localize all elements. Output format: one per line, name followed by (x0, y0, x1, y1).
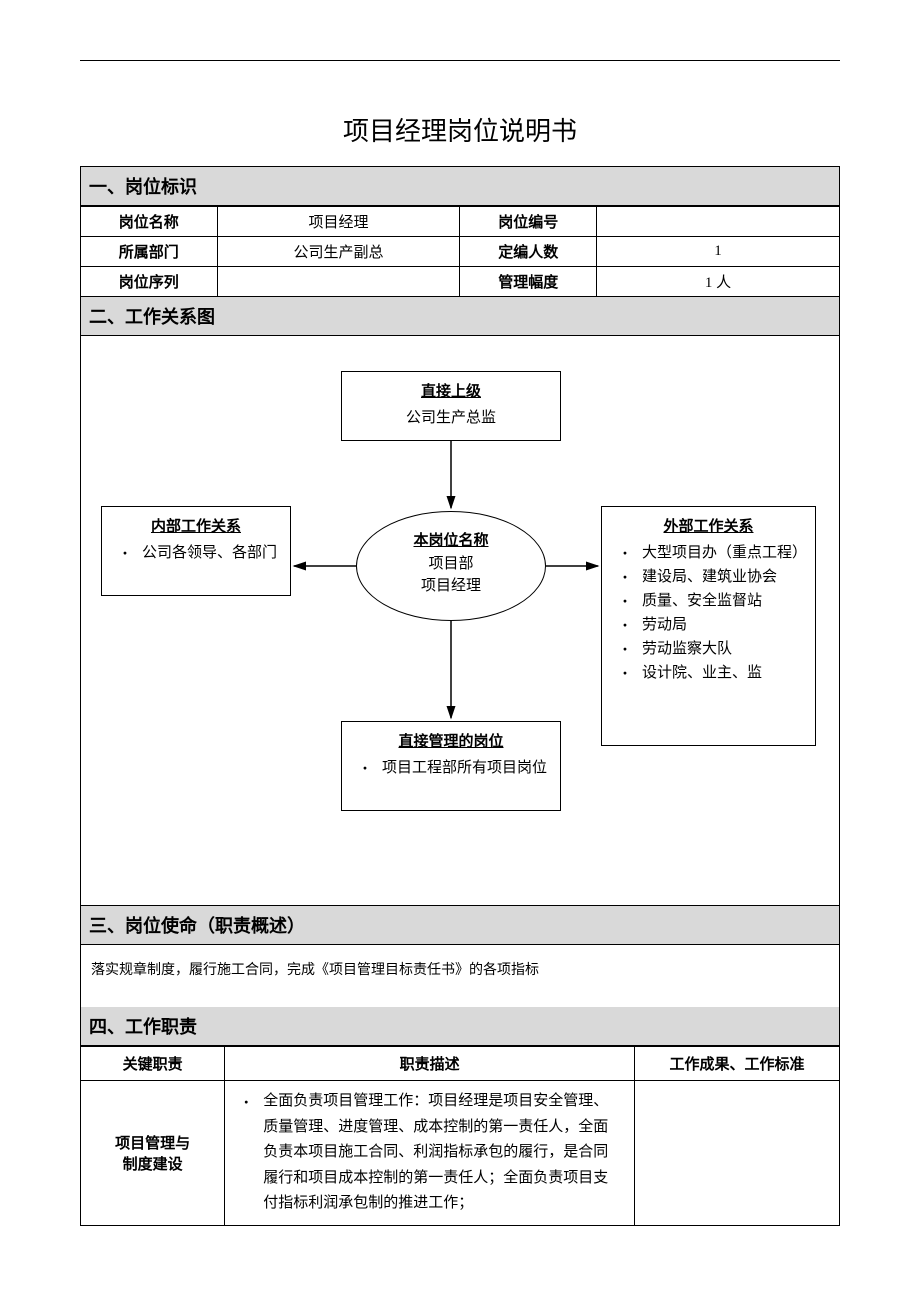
box-title: 直接管理的岗位 (354, 730, 548, 754)
section4-header: 四、工作职责 (80, 1007, 840, 1046)
col-key-duty: 关键职责 (81, 1047, 225, 1081)
duty-table: 关键职责 职责描述 工作成果、工作标准 项目管理与 制度建设 全面负责项目管理工… (80, 1046, 840, 1226)
section3-header: 三、岗位使命（职责概述） (80, 906, 840, 945)
mission-text: 落实规章制度，履行施工合同，完成《项目管理目标责任书》的各项指标 (80, 945, 840, 1007)
box-title: 直接上级 (354, 380, 548, 404)
box-title: 外部工作关系 (614, 515, 803, 539)
label-headcount: 定编人数 (460, 237, 597, 267)
label-span: 管理幅度 (460, 267, 597, 297)
list-item: 设计院、业主、监 (618, 661, 803, 685)
top-rule (80, 60, 840, 61)
label-department: 所属部门 (81, 237, 218, 267)
table-row: 岗位名称 项目经理 岗位编号 (81, 207, 840, 237)
box-current-position: 本岗位名称 项目部 项目经理 (356, 511, 546, 621)
label-position-name: 岗位名称 (81, 207, 218, 237)
list-item: 质量、安全监督站 (618, 589, 803, 613)
section2-header: 二、工作关系图 (80, 297, 840, 336)
box-external-relations: 外部工作关系 大型项目办（重点工程）建设局、建筑业协会质量、安全监督站劳动局劳动… (601, 506, 816, 746)
list-item: 公司各领导、各部门 (118, 541, 278, 565)
internal-list: 公司各领导、各部门 (114, 541, 278, 565)
duty-key-line2: 制度建设 (89, 1153, 216, 1174)
ellipse-title: 本岗位名称 (357, 530, 545, 553)
col-result: 工作成果、工作标准 (635, 1047, 840, 1081)
table-row: 岗位序列 管理幅度 1 人 (81, 267, 840, 297)
list-item: 劳动监察大队 (618, 637, 803, 661)
list-item: 项目工程部所有项目岗位 (358, 756, 548, 780)
box-internal-relations: 内部工作关系 公司各领导、各部门 (101, 506, 291, 596)
duty-desc-item: 全面负责项目管理工作：项目经理是项目安全管理、质量管理、进度管理、成本控制的第一… (235, 1089, 620, 1217)
box-direct-reports: 直接管理的岗位 项目工程部所有项目岗位 (341, 721, 561, 811)
list-item: 劳动局 (618, 613, 803, 637)
reports-list: 项目工程部所有项目岗位 (354, 756, 548, 780)
ellipse-line1: 项目部 (357, 553, 545, 576)
value-sequence (217, 267, 460, 297)
duty-key-cell: 项目管理与 制度建设 (81, 1081, 225, 1226)
duty-result-cell (635, 1081, 840, 1226)
table-row: 项目管理与 制度建设 全面负责项目管理工作：项目经理是项目安全管理、质量管理、进… (81, 1081, 840, 1226)
value-span: 1 人 (597, 267, 840, 297)
value-headcount: 1 (597, 237, 840, 267)
list-item: 大型项目办（重点工程） (618, 541, 803, 565)
col-description: 职责描述 (225, 1047, 635, 1081)
ellipse-line2: 项目经理 (357, 575, 545, 598)
value-position-name: 项目经理 (217, 207, 460, 237)
list-item: 建设局、建筑业协会 (618, 565, 803, 589)
external-list: 大型项目办（重点工程）建设局、建筑业协会质量、安全监督站劳动局劳动监察大队设计院… (614, 541, 803, 685)
info-table: 岗位名称 项目经理 岗位编号 所属部门 公司生产副总 定编人数 1 岗位序列 管… (80, 206, 840, 297)
label-position-code: 岗位编号 (460, 207, 597, 237)
label-sequence: 岗位序列 (81, 267, 218, 297)
box-title: 内部工作关系 (114, 515, 278, 539)
box-sub: 公司生产总监 (354, 406, 548, 430)
duty-key-line1: 项目管理与 (89, 1132, 216, 1153)
relationship-diagram: 直接上级 公司生产总监 本岗位名称 项目部 项目经理 内部工作关系 公司各领导、… (80, 336, 840, 906)
value-position-code (597, 207, 840, 237)
doc-title: 项目经理岗位说明书 (80, 111, 840, 148)
value-department: 公司生产副总 (217, 237, 460, 267)
table-header-row: 关键职责 职责描述 工作成果、工作标准 (81, 1047, 840, 1081)
duty-desc-cell: 全面负责项目管理工作：项目经理是项目安全管理、质量管理、进度管理、成本控制的第一… (225, 1081, 635, 1226)
box-direct-superior: 直接上级 公司生产总监 (341, 371, 561, 441)
section1-header: 一、岗位标识 (80, 166, 840, 206)
table-row: 所属部门 公司生产副总 定编人数 1 (81, 237, 840, 267)
